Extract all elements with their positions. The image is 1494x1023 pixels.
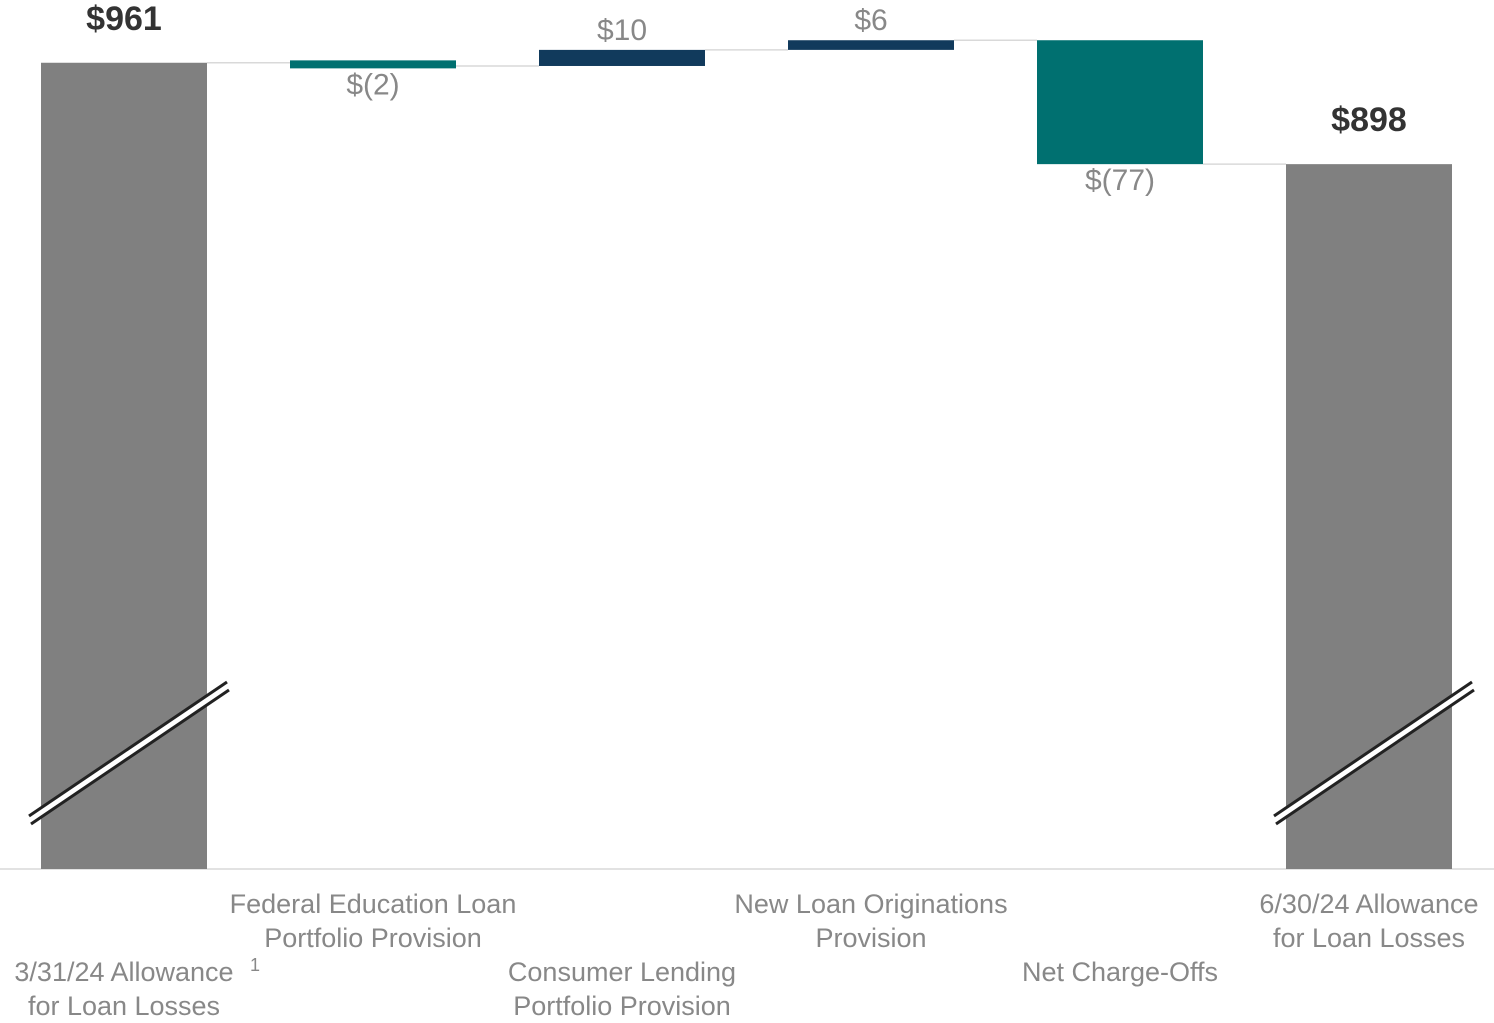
x-tick-label: 3/31/24 Allowance (14, 957, 233, 987)
x-tick-label: 6/30/24 Allowance (1259, 889, 1478, 919)
axis-break (30, 688, 230, 826)
x-tick-label: for Loan Losses (1273, 923, 1465, 953)
bar (41, 62, 207, 870)
bar (1037, 40, 1203, 165)
axis-break (1273, 680, 1473, 818)
axis-break (26, 681, 232, 824)
axis-break (1271, 681, 1477, 824)
x-tick-label: Federal Education Loan (230, 889, 517, 919)
x-tick-label: Net Charge-Offs (1022, 957, 1218, 987)
value-label: $(77) (1085, 164, 1155, 197)
x-tick-label: for Loan Losses (28, 991, 220, 1021)
axis-break (28, 680, 228, 818)
axis-break (1275, 688, 1475, 826)
x-tick-label: Portfolio Provision (264, 923, 482, 953)
x-tick-label: New Loan Originations (734, 889, 1007, 919)
x-tick-label: Portfolio Provision (513, 991, 731, 1021)
x-tick-label: Consumer Lending (508, 957, 736, 987)
bar (539, 49, 705, 66)
bar (290, 60, 456, 69)
value-label: $6 (854, 4, 887, 37)
footnote-marker: 1 (250, 955, 260, 975)
bar (788, 40, 954, 50)
value-label: $898 (1331, 101, 1407, 139)
value-label: $(2) (346, 68, 399, 101)
bar (1286, 164, 1452, 870)
value-label: $961 (86, 0, 162, 38)
value-label: $10 (597, 14, 647, 47)
x-tick-label: Provision (815, 923, 926, 953)
